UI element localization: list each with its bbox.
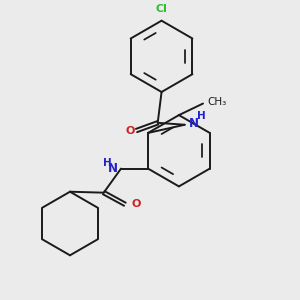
Text: Cl: Cl xyxy=(156,4,167,14)
Text: N: N xyxy=(108,162,118,175)
Text: O: O xyxy=(132,199,141,209)
Text: O: O xyxy=(125,125,134,136)
Text: H: H xyxy=(197,111,206,121)
Text: H: H xyxy=(103,158,112,168)
Text: CH₃: CH₃ xyxy=(208,97,227,106)
Text: N: N xyxy=(188,117,199,130)
